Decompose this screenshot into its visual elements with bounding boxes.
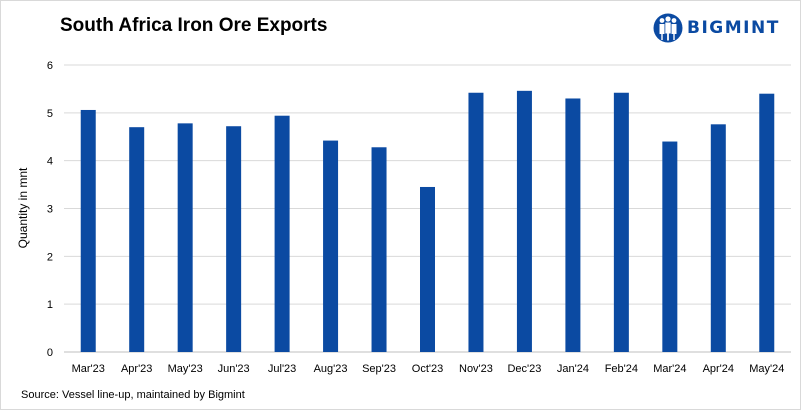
y-tick-label: 3 — [47, 204, 53, 216]
x-tick-label: Sep'23 — [362, 363, 396, 375]
bigmint-people-logo-icon — [653, 13, 683, 43]
x-tick-labels: Mar'23 Apr'23 May'23 Jun'23 Jul'23 Aug'23 Sep'… — [72, 363, 785, 375]
bar — [177, 123, 193, 353]
y-tick-label: 6 — [47, 60, 53, 72]
x-tick-label: Jun'23 — [218, 363, 250, 375]
bar — [662, 141, 678, 352]
bar — [468, 92, 484, 352]
y-tick-label: 4 — [47, 156, 53, 168]
x-tick-label: Oct'23 — [412, 363, 443, 375]
y-tick-labels: 0 1 2 3 4 5 6 — [47, 60, 53, 359]
chart-title: South Africa Iron Ore Exports — [60, 15, 328, 36]
bars — [80, 90, 775, 353]
bar — [565, 98, 581, 352]
x-tick-label: Feb'24 — [605, 363, 638, 375]
y-tick-label: 2 — [47, 251, 53, 263]
bar — [710, 124, 726, 353]
y-tick-label: 1 — [47, 299, 53, 311]
bar — [516, 90, 532, 352]
bar — [759, 93, 775, 352]
bar — [226, 126, 242, 352]
x-tick-label: Nov'23 — [459, 363, 493, 375]
source-note: Source: Vessel line-up, maintained by Bi… — [21, 389, 245, 401]
x-tick-label: Mar'23 — [72, 363, 105, 375]
x-tick-label: Apr'24 — [703, 363, 734, 375]
x-tick-label: Jan'24 — [557, 363, 589, 375]
bar — [420, 186, 435, 352]
brand-logo: BIGMINT — [653, 11, 780, 45]
bar — [80, 109, 96, 352]
y-axis-label: Quantity in mnt — [16, 167, 30, 248]
bar — [613, 92, 629, 352]
bar — [129, 127, 145, 352]
bar — [274, 115, 290, 352]
x-tick-label: Mar'24 — [653, 363, 686, 375]
y-tick-label: 0 — [47, 347, 53, 359]
x-tick-label: May'23 — [168, 363, 203, 375]
x-tick-label: Aug'23 — [314, 363, 348, 375]
brand-name: BIGMINT — [687, 18, 780, 38]
x-tick-label: Dec'23 — [507, 363, 541, 375]
bar — [371, 147, 387, 352]
x-tick-label: May'24 — [749, 363, 784, 375]
bar — [323, 140, 339, 352]
y-tick-label: 5 — [47, 108, 53, 120]
x-tick-label: Apr'23 — [121, 363, 152, 375]
x-tick-label: Jul'23 — [268, 363, 296, 375]
